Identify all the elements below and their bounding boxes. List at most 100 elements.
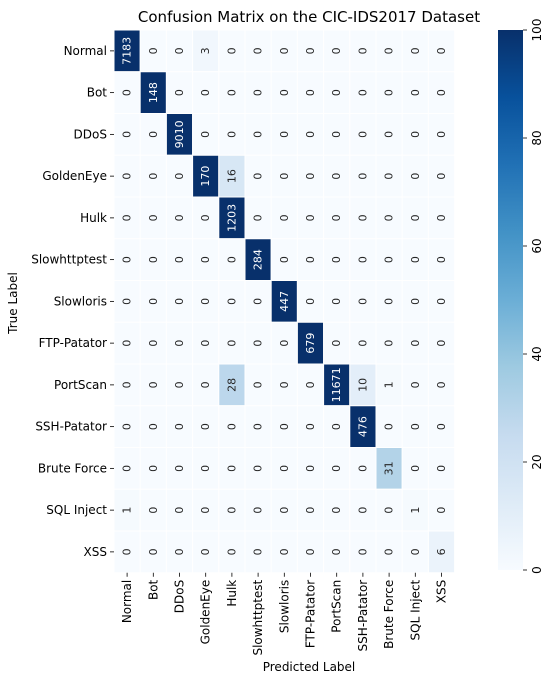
cell-value-label: 0 <box>252 507 265 514</box>
heatmap-cell <box>270 196 298 240</box>
heatmap-cell <box>296 363 325 407</box>
cell-value-label: 0 <box>147 214 160 221</box>
heatmap-cell <box>192 363 220 407</box>
heatmap-cell <box>270 71 298 114</box>
colorbar-tick-label: 60 <box>530 238 544 253</box>
cell-value-label: 0 <box>121 423 134 430</box>
cell-value-label: 0 <box>435 47 448 54</box>
cell-value-label: 0 <box>173 89 186 96</box>
heatmap-cell <box>165 196 194 240</box>
colorbar-tick-label: 80 <box>530 130 544 145</box>
cell-value-label: 0 <box>330 340 343 347</box>
cell-value-label: 0 <box>147 423 160 430</box>
cell-value-label: 0 <box>173 214 186 221</box>
cell-value-label: 0 <box>278 89 291 96</box>
heatmap-cell <box>375 238 403 281</box>
cell-value-label: 0 <box>409 173 422 180</box>
cell-value-label: 0 <box>330 131 343 138</box>
heatmap-cell <box>375 405 403 448</box>
colorbar-tick-label: 100 <box>530 19 544 42</box>
heatmap-cell <box>375 154 403 198</box>
heatmap-cell <box>270 321 298 365</box>
heatmap-cells <box>113 29 456 574</box>
cell-value-label: 0 <box>121 173 134 180</box>
heatmap-cell <box>113 363 141 407</box>
cell-value-label: 0 <box>252 298 265 305</box>
heatmap-cell <box>401 530 429 574</box>
heatmap-cell <box>218 530 246 574</box>
cell-value-label: 0 <box>435 298 448 305</box>
cell-value-label: 0 <box>330 548 343 555</box>
heatmap-cell <box>375 280 403 323</box>
cell-value-label: 0 <box>252 47 265 54</box>
heatmap-cell <box>401 154 429 198</box>
cell-value-label: 0 <box>121 298 134 305</box>
cell-value-label: 0 <box>435 131 448 138</box>
cell-value-label: 28 <box>225 378 238 392</box>
heatmap-cell <box>113 447 141 490</box>
y-tick-label: PortScan <box>54 378 107 392</box>
cell-value-label: 0 <box>147 47 160 54</box>
heatmap-cell <box>113 71 141 114</box>
heatmap-cell <box>349 71 377 114</box>
cell-value-label: 0 <box>383 47 396 54</box>
cell-value-label: 0 <box>173 548 186 555</box>
cell-value-label: 0 <box>121 465 134 472</box>
cell-value-label: 0 <box>356 507 369 514</box>
cell-value-label: 0 <box>147 507 160 514</box>
cell-value-label: 0 <box>356 548 369 555</box>
cell-value-label: 0 <box>330 214 343 221</box>
cell-value-label: 0 <box>435 423 448 430</box>
y-tick-label: Slowhttptest <box>31 253 107 267</box>
heatmap-cell <box>218 321 246 365</box>
cell-value-label: 0 <box>199 340 212 347</box>
cell-value-label: 0 <box>278 381 291 388</box>
cell-value-label: 0 <box>173 340 186 347</box>
cell-value-label: 0 <box>330 256 343 263</box>
cell-value-label: 0 <box>225 340 238 347</box>
x-tick-label: Hulk <box>225 580 239 607</box>
cell-value-label: 0 <box>252 214 265 221</box>
cell-value-label: 0 <box>173 465 186 472</box>
heatmap-cell <box>427 321 456 365</box>
cell-value-label: 0 <box>252 548 265 555</box>
cell-value-label: 0 <box>330 173 343 180</box>
cell-value-label: 0 <box>252 381 265 388</box>
cell-value-label: 0 <box>304 423 317 430</box>
heatmap-cell <box>218 113 246 156</box>
heatmap-cell <box>296 321 325 365</box>
heatmap-cell <box>270 280 298 323</box>
heatmap-cell <box>192 321 220 365</box>
cell-value-label: 0 <box>278 214 291 221</box>
heatmap-cell <box>244 530 272 574</box>
cell-value-label: 0 <box>173 507 186 514</box>
heatmap-cell <box>323 71 351 114</box>
cell-value-label: 0 <box>304 131 317 138</box>
heatmap-cell <box>270 488 298 532</box>
heatmap-cell <box>427 530 456 574</box>
cell-value-label: 0 <box>435 256 448 263</box>
cell-value-label: 0 <box>409 89 422 96</box>
cell-value-label: 0 <box>383 173 396 180</box>
cell-value-label: 0 <box>225 507 238 514</box>
x-tick-label: XSS <box>435 580 449 603</box>
x-tick-label: Brute Force <box>382 580 396 649</box>
cell-value-label: 0 <box>304 381 317 388</box>
heatmap-cell <box>165 113 194 156</box>
cell-value-label: 0 <box>225 298 238 305</box>
y-tick-label: Slowloris <box>54 294 107 308</box>
x-tick-label: SQL Inject <box>408 579 422 640</box>
x-tick-label: GoldenEye <box>199 580 213 645</box>
cell-value-label: 0 <box>147 381 160 388</box>
heatmap-cell <box>218 488 246 532</box>
heatmap-cell <box>375 363 403 407</box>
heatmap-cell <box>349 154 377 198</box>
heatmap-cell <box>139 238 167 281</box>
cell-value-label: 0 <box>225 47 238 54</box>
cell-value-label: 0 <box>356 89 369 96</box>
heatmap-cell <box>375 321 403 365</box>
cell-value-label: 0 <box>147 131 160 138</box>
cell-value-label: 0 <box>147 548 160 555</box>
cell-value-label: 0 <box>383 423 396 430</box>
cell-value-label: 0 <box>304 256 317 263</box>
